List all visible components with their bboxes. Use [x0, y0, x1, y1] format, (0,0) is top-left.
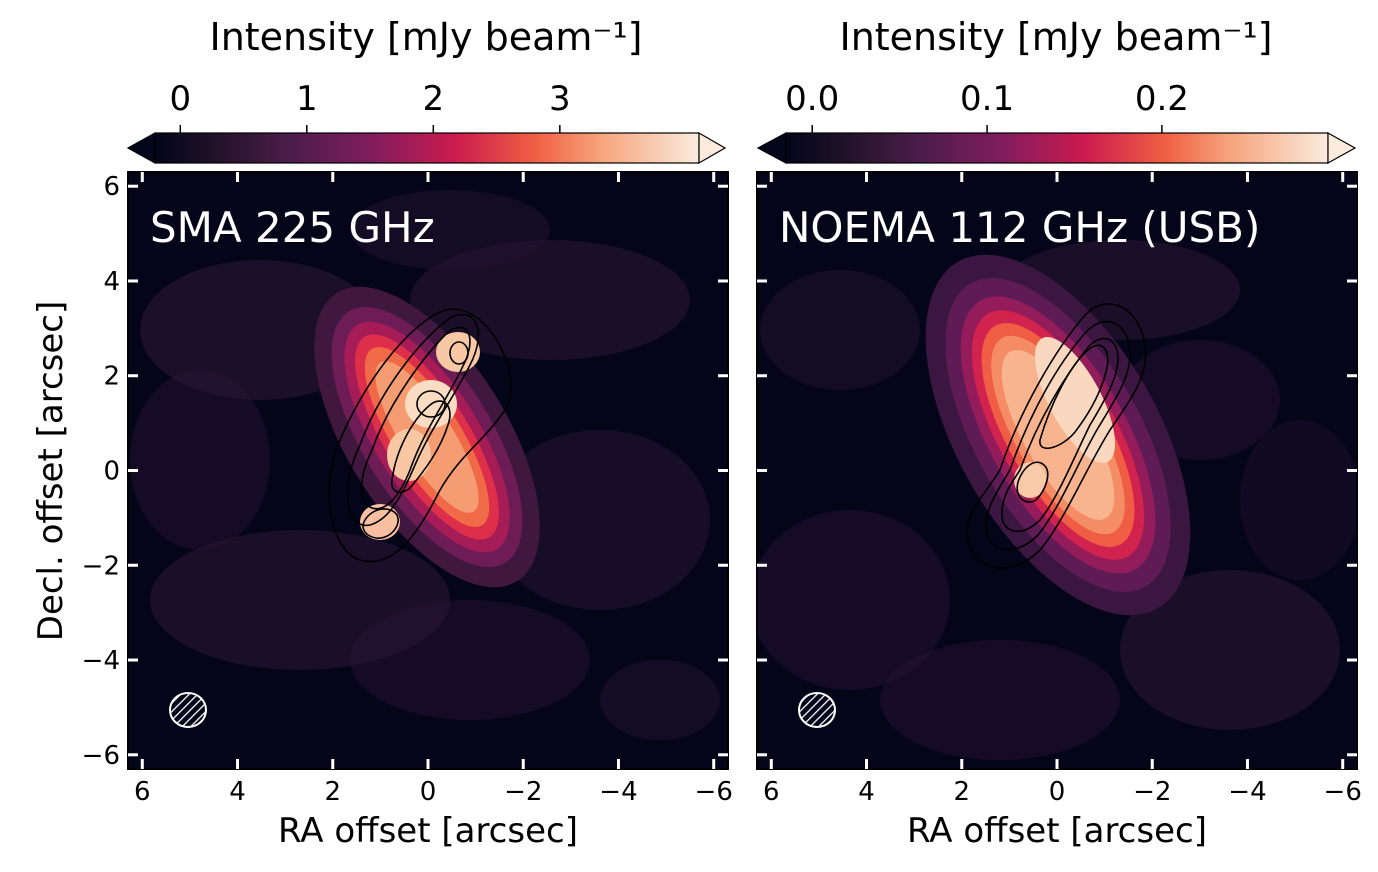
colorbar-label-left: Intensity [mJy beam⁻¹]	[209, 15, 642, 59]
y-tick-label: −6	[82, 741, 120, 771]
y-tick-labels-left: −6 −4 −2 0 2 4 6	[82, 172, 120, 771]
x-axis-label-right: RA offset [arcsec]	[907, 811, 1207, 851]
colorbar-right	[756, 131, 1357, 165]
colorbar-left	[126, 131, 727, 165]
x-tick-label: 4	[229, 777, 246, 807]
map-area-left: SMA 225 GHz	[127, 171, 729, 770]
x-tick-label: −4	[599, 777, 637, 807]
noise-background-left	[130, 190, 720, 740]
x-tick-label: 2	[324, 777, 341, 807]
colorbar-label-right: Intensity [mJy beam⁻¹]	[839, 15, 1272, 59]
colorbar-ticks-right: 0.0 0.1 0.2	[785, 79, 1189, 133]
beam-icon-right	[798, 692, 836, 728]
y-tick-label: 4	[103, 267, 120, 297]
colorbar-ticks-left: 0 1 2 3	[169, 79, 571, 133]
y-tick-label: 2	[103, 362, 120, 392]
x-tick-label: 0	[420, 777, 437, 807]
x-tick-label: −2	[504, 777, 542, 807]
frame-ticks-right	[757, 172, 1357, 769]
x-tick-label: 6	[134, 777, 151, 807]
frame-ticks-left	[128, 172, 728, 769]
colorbar-tick-label: 0.2	[1135, 79, 1189, 119]
x-tick-label: 2	[953, 777, 970, 807]
x-tick-label: −2	[1133, 777, 1171, 807]
x-tick-labels-right: 6 4 2 0 −2 −4 −6	[763, 777, 1362, 807]
x-axis-label-left: RA offset [arcsec]	[278, 811, 578, 851]
colorbar-tick-label: 2	[423, 79, 445, 119]
y-axis-label-left: Decl. offset [arcsec]	[31, 301, 71, 641]
beam-icon-left	[169, 692, 207, 728]
colorbar-tick-label: 3	[549, 79, 571, 119]
colorbar-tick-label: 0.0	[785, 79, 839, 119]
source-emission-left	[314, 286, 540, 588]
y-tick-label: −4	[82, 646, 120, 676]
x-tick-label: 4	[858, 777, 875, 807]
colorbar-tick-label: 0	[169, 79, 191, 119]
x-tick-label: 0	[1049, 777, 1066, 807]
panel-title-left: SMA 225 GHz	[150, 203, 435, 252]
map-area-right: NOEMA 112 GHz (USB)	[756, 171, 1358, 770]
y-tick-label: −2	[82, 551, 120, 581]
x-tick-label: −6	[1324, 777, 1362, 807]
source-emission-right	[925, 254, 1191, 616]
panel-right: Intensity [mJy beam⁻¹] 0.0 0.1 0.2	[756, 15, 1362, 851]
x-tick-labels-left: 6 4 2 0 −2 −4 −6	[134, 777, 733, 807]
panel-left: Intensity [mJy beam⁻¹] 0 1 2 3	[31, 15, 733, 851]
y-tick-label: 6	[103, 172, 120, 202]
x-tick-label: 6	[763, 777, 780, 807]
x-tick-label: −4	[1228, 777, 1266, 807]
panel-title-right: NOEMA 112 GHz (USB)	[779, 203, 1260, 252]
x-tick-label: −6	[695, 777, 733, 807]
y-tick-label: 0	[103, 457, 120, 487]
colorbar-tick-label: 1	[296, 79, 318, 119]
colorbar-tick-label: 0.1	[960, 79, 1014, 119]
